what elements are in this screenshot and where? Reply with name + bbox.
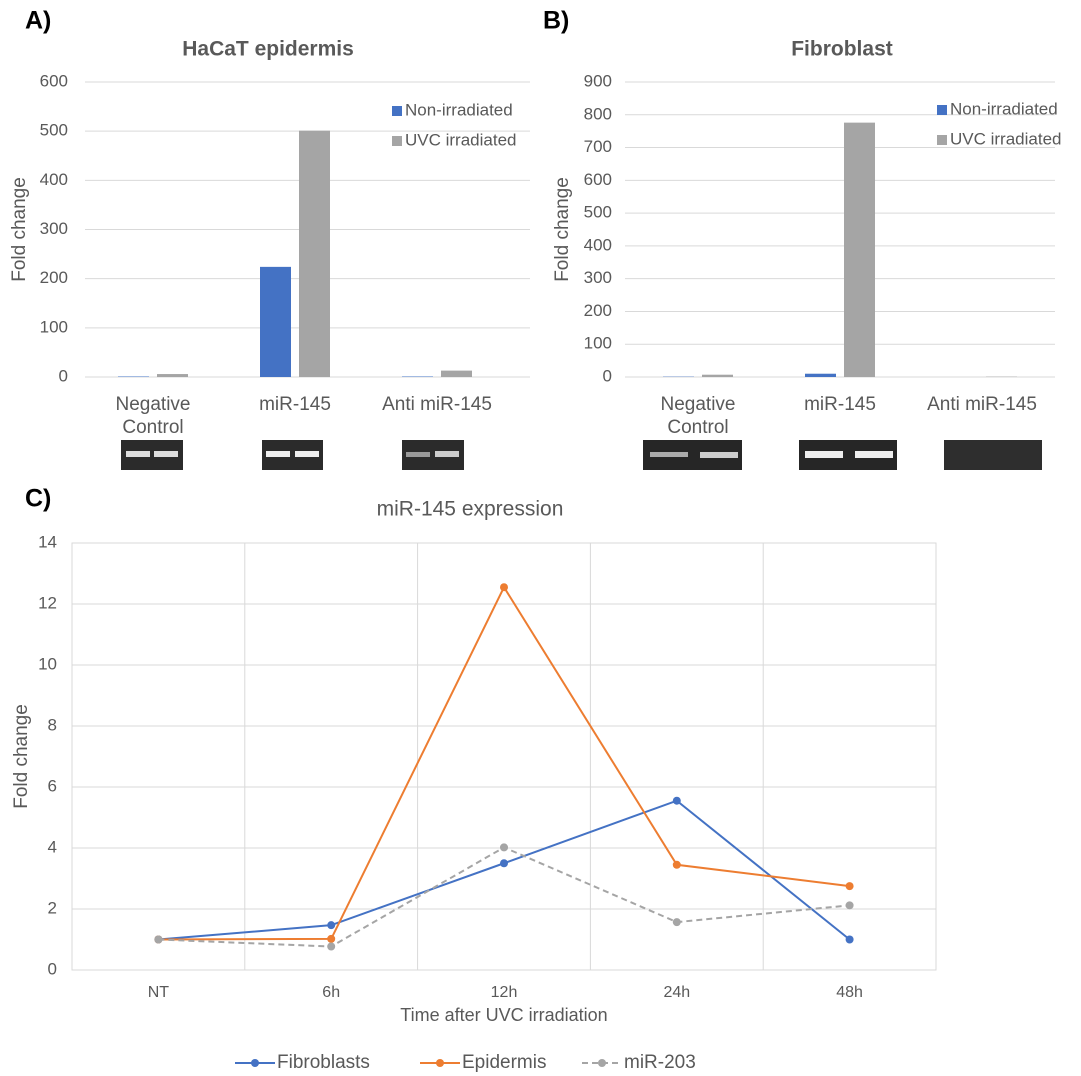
- y-tick-label: 400: [584, 235, 612, 254]
- x-tick-label: miR-145: [230, 393, 360, 416]
- x-tick-label: miR-145: [775, 393, 905, 416]
- point: [846, 882, 854, 890]
- legend-label: UVC irradiated: [950, 129, 1062, 148]
- gels: [121, 440, 1042, 470]
- point: [154, 936, 162, 944]
- legend-marker: [598, 1059, 606, 1067]
- x-tick-label: 12h: [491, 984, 518, 1001]
- x-tick-label: Anti miR-145: [917, 393, 1047, 416]
- legend-swatch: [392, 106, 402, 116]
- x-tick-label: Negative Control: [88, 393, 218, 439]
- x-tick-label: Negative Control: [633, 393, 763, 439]
- y-tick-label: 200: [40, 268, 68, 287]
- y-tick-label: 2: [48, 898, 57, 917]
- panel-label: A): [25, 7, 51, 35]
- legend-marker: [436, 1059, 444, 1067]
- line: [158, 801, 849, 940]
- y-tick-label: 0: [603, 366, 612, 385]
- bar: [157, 374, 188, 377]
- y-tick-label: 300: [584, 268, 612, 287]
- chart-title: miR-145 expression: [377, 498, 564, 521]
- y-tick-label: 200: [584, 301, 612, 320]
- y-tick-label: 800: [584, 104, 612, 123]
- x-tick-label: 24h: [663, 984, 690, 1001]
- point: [673, 918, 681, 926]
- legend-swatch: [937, 135, 947, 145]
- legend-label: miR-203: [624, 1052, 696, 1073]
- legend-swatch: [937, 105, 947, 115]
- y-tick-label: 500: [40, 121, 68, 140]
- bar: [844, 123, 875, 377]
- point: [846, 901, 854, 909]
- point: [846, 936, 854, 944]
- x-tick-label: Anti miR-145: [372, 393, 502, 416]
- y-tick-label: 6: [48, 776, 57, 795]
- legend-label: Epidermis: [462, 1052, 546, 1073]
- bar: [805, 374, 836, 377]
- x-tick-label: 6h: [322, 984, 340, 1001]
- point: [327, 935, 335, 943]
- legend-label: Non-irradiated: [405, 100, 513, 119]
- chart-title: Fibroblast: [791, 38, 893, 61]
- y-axis-label: Fold change: [11, 704, 32, 809]
- x-tick-label: NT: [148, 984, 170, 1001]
- y-tick-label: 600: [584, 170, 612, 189]
- y-tick-label: 500: [584, 203, 612, 222]
- y-tick-label: 300: [40, 219, 68, 238]
- figure: A)HaCaT epidermisFold change010020030040…: [0, 0, 1081, 1076]
- y-tick-label: 14: [38, 532, 57, 551]
- y-tick-label: 10: [38, 654, 57, 673]
- panel-label: B): [543, 7, 569, 35]
- point: [500, 859, 508, 867]
- point: [673, 861, 681, 869]
- y-tick-label: 700: [584, 137, 612, 156]
- point: [673, 797, 681, 805]
- x-tick-label: 48h: [836, 984, 863, 1001]
- legend-marker: [251, 1059, 259, 1067]
- y-axis-label: Fold change: [552, 177, 573, 282]
- bar: [260, 267, 291, 377]
- line: [158, 587, 849, 939]
- y-tick-label: 0: [59, 366, 68, 385]
- y-tick-label: 8: [48, 715, 57, 734]
- y-tick-label: 900: [584, 71, 612, 90]
- point: [327, 943, 335, 951]
- chart: A)HaCaT epidermisFold change010020030040…: [0, 0, 1081, 1076]
- legend-swatch: [392, 136, 402, 146]
- x-axis-label: Time after UVC irradiation: [400, 1005, 607, 1025]
- y-axis-label: Fold change: [9, 177, 30, 282]
- legend-label: UVC irradiated: [405, 130, 517, 149]
- point: [327, 921, 335, 929]
- y-tick-label: 0: [48, 959, 57, 978]
- legend-label: Non-irradiated: [950, 99, 1058, 118]
- y-tick-label: 100: [40, 317, 68, 336]
- legend-label: Fibroblasts: [277, 1052, 370, 1073]
- y-tick-label: 4: [48, 837, 57, 856]
- y-tick-label: 100: [584, 334, 612, 353]
- point: [500, 843, 508, 851]
- bar: [299, 131, 330, 377]
- bar: [441, 371, 472, 377]
- bar: [702, 375, 733, 377]
- panel-label: C): [25, 485, 51, 513]
- y-tick-label: 12: [38, 593, 57, 612]
- chart-title: HaCaT epidermis: [182, 38, 354, 61]
- y-tick-label: 400: [40, 170, 68, 189]
- point: [500, 583, 508, 591]
- y-tick-label: 600: [40, 71, 68, 90]
